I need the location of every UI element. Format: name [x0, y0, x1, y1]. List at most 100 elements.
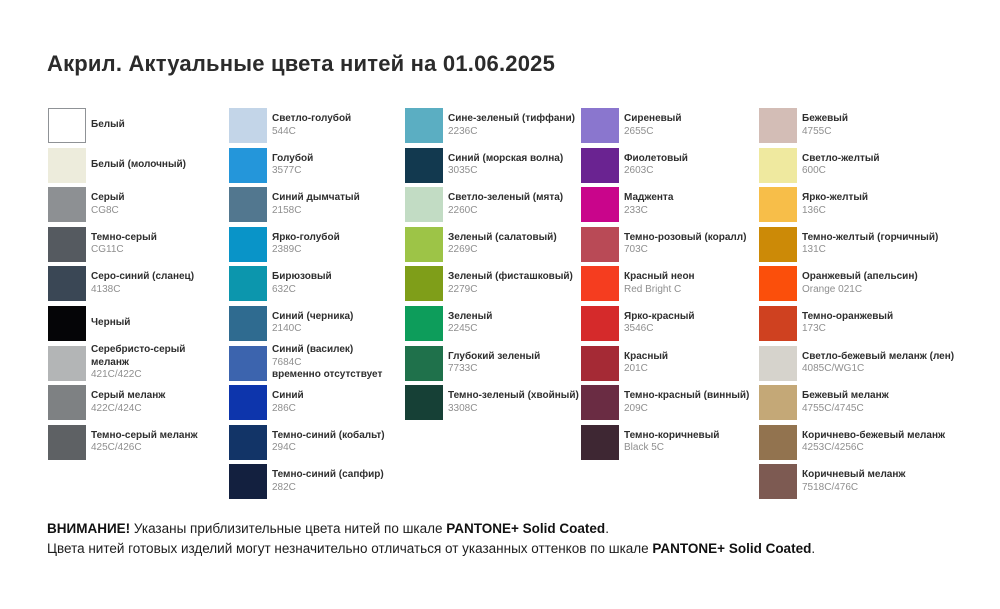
- color-info: Красный 201C: [624, 346, 774, 381]
- color-row: Белый: [48, 108, 224, 148]
- color-info: Светло-бежевый меланж (лен) 4085C/WG1C: [802, 346, 964, 381]
- color-info: Светло-желтый 600C: [802, 148, 964, 183]
- color-name: Светло-голубой: [272, 113, 352, 124]
- color-row: Синий (морская волна) 3035C: [405, 147, 581, 188]
- color-code: 2279C: [448, 283, 478, 295]
- palette-column: Сине-зеленый (тиффани) 2236C Синий (морска…: [405, 108, 581, 425]
- color-info: Черный: [91, 306, 211, 341]
- color-swatch: [759, 305, 797, 341]
- color-code: 600C: [802, 165, 826, 177]
- color-name: Сиреневый: [624, 113, 682, 124]
- color-code: 286C: [272, 402, 296, 414]
- color-info: Глубокий зеленый 7733C: [448, 346, 598, 381]
- color-name: Глубокий зеленый: [448, 350, 541, 362]
- color-info: Коричнево-бежевый меланж 4253C/4256C: [802, 425, 964, 460]
- color-code: 282C: [272, 481, 296, 493]
- color-row: Сине-зеленый (тиффани) 2236C: [405, 108, 581, 148]
- color-swatch: [229, 108, 267, 143]
- color-name: Красный неон: [624, 271, 695, 283]
- color-swatch: [229, 385, 267, 421]
- color-info: Серый меланж 422C/424C: [91, 385, 211, 420]
- color-name: Темно-красный (винный): [624, 390, 750, 402]
- color-name: Белый (молочный): [91, 158, 186, 170]
- color-swatch: [581, 266, 619, 302]
- color-row: Ярко-голубой 2389C: [229, 226, 405, 267]
- color-row: Фиолетовый 2603C: [581, 147, 757, 188]
- color-code: 136C: [802, 204, 826, 216]
- color-name: Темно-оранжевый: [802, 310, 894, 322]
- color-row: Темно-красный (винный) 209C: [581, 385, 757, 425]
- color-code: 4755C: [802, 125, 832, 137]
- color-name: Коричнево-бежевый меланж: [802, 429, 946, 441]
- color-row: Серебристо-серый меланж 421C/422C: [48, 344, 224, 386]
- color-row: Зеленый (фисташковый) 2279C: [405, 266, 581, 306]
- color-code: 425C/426C: [91, 442, 142, 454]
- color-name: Темно-зеленый (хвойный): [448, 390, 579, 402]
- footer-line-1: ВНИМАНИЕ! Указаны приблизительные цвета …: [47, 521, 609, 536]
- color-row: Оранжевый (апельсин) Orange 021C: [759, 266, 935, 306]
- color-name: Светло-желтый: [802, 152, 880, 164]
- color-code: 7684C: [272, 356, 302, 368]
- color-row: Черный: [48, 305, 224, 346]
- color-swatch: [405, 147, 443, 183]
- color-name: Черный: [91, 317, 131, 329]
- color-row: Синий (черника) 2140C: [229, 305, 405, 346]
- color-swatch: [759, 187, 797, 223]
- color-swatch: [229, 345, 267, 381]
- color-code: 3577C: [272, 165, 302, 177]
- color-row: Серый меланж 422C/424C: [48, 385, 224, 425]
- color-swatch: [581, 305, 619, 341]
- color-info: Темно-серый меланж 425C/426C: [91, 425, 211, 460]
- color-row: Ярко-желтый 136C: [759, 187, 935, 227]
- color-swatch: [48, 305, 86, 341]
- color-row: Маджента 233C: [581, 187, 757, 227]
- color-info: Зеленый 2245C: [448, 306, 598, 341]
- color-code: Black 5C: [624, 442, 665, 454]
- color-swatch: [405, 266, 443, 302]
- color-name: Темно-розовый (коралл): [624, 231, 747, 243]
- color-row: Темно-оранжевый 173C: [759, 305, 935, 346]
- color-row: Светло-желтый 600C: [759, 147, 935, 188]
- color-info: Зеленый (салатовый) 2269C: [448, 227, 598, 262]
- color-row: Белый (молочный): [48, 147, 224, 188]
- palette-column: Светло-голубой 544C Голубой 3577C Синий дымч…: [229, 108, 405, 504]
- color-info: Серый CG8C: [91, 187, 211, 222]
- color-name: Темно-синий (сапфир): [272, 469, 384, 481]
- color-row: Бежевый меланж 4755C/4745C: [759, 385, 935, 425]
- availability-note: временно отсутствует: [272, 369, 383, 381]
- color-info: Бежевый меланж 4755C/4745C: [802, 385, 964, 420]
- color-row: Голубой 3577C: [229, 147, 405, 188]
- color-name: Светло-зеленый (мята): [448, 192, 564, 204]
- color-swatch: [48, 147, 86, 183]
- color-row: Темно-зеленый (хвойный) 3308C: [405, 385, 581, 425]
- color-code: 2140C: [272, 323, 302, 335]
- color-info: Темно-серый CG11C: [91, 227, 211, 262]
- color-swatch: [229, 147, 267, 183]
- color-name: Ярко-красный: [624, 310, 695, 322]
- color-info: Светло-голубой 544C: [272, 108, 422, 143]
- color-code: 4755C/4745C: [802, 402, 864, 414]
- color-swatch: [405, 305, 443, 341]
- color-name: Темно-синий (кобальт): [272, 429, 385, 441]
- color-name: Бирюзовый: [272, 271, 332, 283]
- color-swatch: [581, 226, 619, 262]
- color-name: Голубой: [272, 152, 314, 164]
- color-row: Красный неон Red Bright C: [581, 266, 757, 306]
- color-swatch: [759, 464, 797, 500]
- color-name: Синий (морская волна): [448, 152, 564, 164]
- palette-column: Бежевый 4755C Светло-желтый 600C Ярко-желтый…: [759, 108, 954, 504]
- color-info: Светло-зеленый (мята) 2260C: [448, 187, 598, 222]
- color-row: Коричнево-бежевый меланж 4253C/4256C: [759, 424, 945, 465]
- page-title: Акрил. Актуальные цвета нитей на 01.06.2…: [47, 51, 556, 76]
- color-swatch: [48, 345, 86, 381]
- color-swatch: [581, 187, 619, 223]
- color-code: 3546C: [624, 323, 654, 335]
- color-code: 173C: [802, 323, 826, 335]
- color-code: 632C: [272, 283, 296, 295]
- warning-label: ВНИМАНИЕ!: [47, 521, 131, 536]
- color-code: CG8C: [91, 204, 119, 216]
- color-row: Сиреневый 2655C: [581, 108, 757, 148]
- color-name: Темно-желтый (горчичный): [802, 231, 939, 243]
- color-row: Темно-синий (кобальт) 294C: [229, 424, 405, 465]
